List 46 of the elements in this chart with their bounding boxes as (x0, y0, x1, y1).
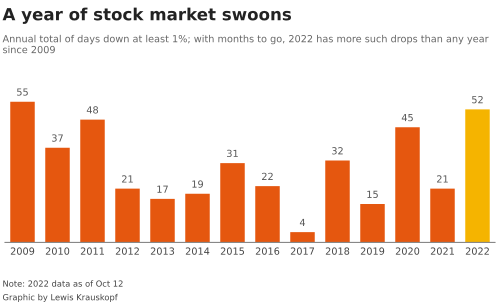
x-tick-label: 2010 (46, 247, 70, 255)
x-tick-label: 2012 (116, 247, 139, 255)
x-tick-label: 2020 (396, 247, 420, 255)
data-label: 21 (122, 175, 133, 182)
bar (290, 232, 315, 242)
x-tick-label: 2014 (186, 247, 210, 255)
bar (45, 148, 70, 242)
x-tick-label: 2016 (256, 247, 280, 255)
bar (80, 120, 105, 242)
data-label: 48 (86, 106, 98, 114)
chart-subtitle: Annual total of days down at least 1%; with months to go, 2022 has more such drops than any year since 2009 (2, 34, 489, 54)
x-tick-label: 2015 (220, 247, 244, 255)
bar (220, 163, 245, 242)
data-label: 45 (402, 114, 413, 122)
data-label: 15 (367, 190, 378, 198)
text: Note: 2022 data as of Oct 12 (3, 280, 123, 287)
x-tick-label: 2011 (80, 247, 104, 255)
data-label: 22 (262, 172, 273, 180)
x-tick-label: 2019 (360, 247, 384, 255)
data-label: 19 (192, 180, 203, 188)
chart-title: A year of stock market swoons (2, 8, 292, 24)
data-label: 37 (52, 134, 63, 142)
bar (10, 102, 35, 242)
data-label: 32 (332, 147, 343, 154)
bar (430, 188, 455, 242)
data-label: 31 (227, 150, 238, 158)
x-tick-label: 2022 (466, 247, 489, 255)
data-label: 21 (437, 175, 448, 182)
bar (185, 194, 210, 242)
data-label: 52 (472, 96, 483, 104)
text: Graphic by Lewis Krauskopf (2, 294, 118, 302)
bar (255, 186, 280, 242)
data-label: 55 (17, 88, 28, 96)
bar (325, 160, 350, 242)
data-label: 4 (300, 218, 306, 226)
bar (150, 198, 175, 242)
x-tick-label: 2009 (10, 247, 34, 255)
x-tick-label: 2018 (326, 247, 350, 255)
bar (395, 127, 420, 242)
bar (465, 109, 490, 242)
bar (360, 204, 385, 242)
bar (115, 188, 140, 242)
x-tick-label: 2017 (290, 247, 314, 255)
x-tick-label: 2013 (150, 247, 174, 255)
x-tick-label: 2021 (430, 247, 454, 255)
data-label: 17 (157, 186, 168, 193)
